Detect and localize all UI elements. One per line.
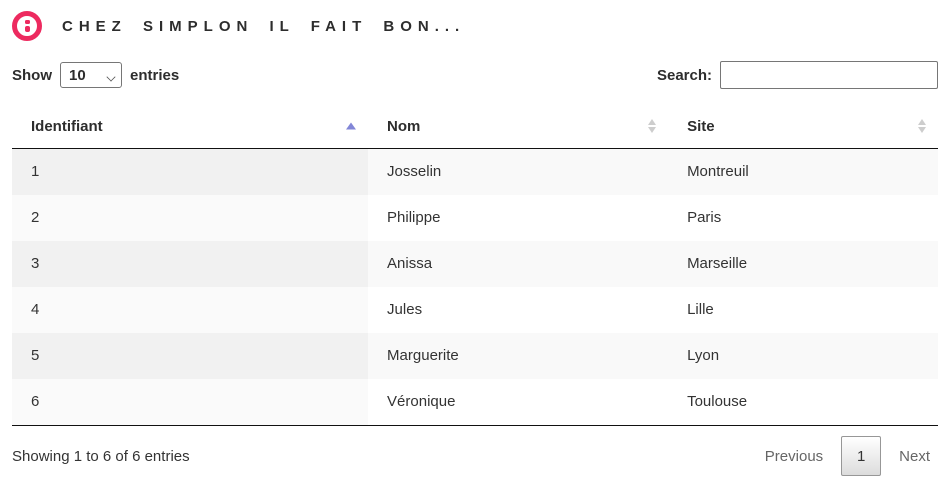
length-select-wrap: 10: [60, 62, 122, 88]
previous-page-button[interactable]: Previous: [757, 438, 831, 475]
table-cell-nom: Marguerite: [387, 347, 459, 364]
entries-label: entries: [130, 66, 180, 84]
next-page-button[interactable]: Next: [891, 438, 938, 475]
table-row: 4 Jules Lille: [12, 287, 938, 333]
column-header-site[interactable]: Site: [668, 104, 938, 149]
entries-per-page-select[interactable]: 10: [60, 62, 122, 88]
pagination: Previous 1 Next: [757, 436, 938, 476]
page-length-control: Show 10 entries: [12, 62, 179, 88]
page-title: Chez Simplon il fait bon...: [62, 17, 466, 35]
table-cell-identifiant: 6: [12, 379, 369, 426]
sort-both-icon: [918, 119, 926, 133]
table-cell-identifiant: 2: [12, 195, 369, 241]
table-row: 1 Josselin Montreuil: [12, 148, 938, 195]
table-cell-identifiant: 5: [12, 333, 369, 379]
table-info: Showing 1 to 6 of 6 entries: [12, 447, 190, 465]
table-cell-nom: Véronique: [368, 379, 669, 426]
table-cell-site: Paris: [687, 209, 722, 226]
logo-dot-top: [24, 20, 30, 24]
show-label: Show: [12, 66, 52, 84]
page-number-button[interactable]: 1: [841, 436, 882, 476]
search-input[interactable]: [720, 61, 938, 89]
column-header-label: Site: [687, 118, 715, 135]
data-table: Identifiant Nom Site: [12, 104, 938, 426]
table-row: 6 Véronique Toulouse: [12, 379, 938, 426]
table-header: Identifiant Nom Site: [12, 104, 938, 149]
table-cell-site: Montreuil: [687, 163, 749, 180]
column-header-identifiant[interactable]: Identifiant: [12, 104, 369, 149]
table-cell-site: Lille: [687, 301, 714, 318]
table-body: 1 Josselin Montreuil 2 Philippe Paris 3 Anissa M…: [12, 148, 938, 426]
table-row: 5 Marguerite Lyon: [12, 333, 938, 379]
table-cell-site: Lyon: [687, 347, 720, 364]
table-cell-nom: Philippe: [387, 209, 441, 226]
sort-asc-icon: [346, 122, 357, 130]
table-cell-identifiant: 1: [12, 148, 369, 195]
page-banner: Chez Simplon il fait bon...: [12, 8, 938, 44]
search-label: Search:: [656, 66, 712, 84]
table-cell-identifiant: 3: [12, 241, 369, 287]
table-row: 2 Philippe Paris: [12, 195, 938, 241]
simplon-logo-icon: [12, 11, 42, 41]
column-header-label: Identifiant: [31, 118, 103, 135]
table-row: 3 Anissa Marseille: [12, 241, 938, 287]
sort-both-icon: [648, 119, 657, 133]
table-cell-site: Toulouse: [668, 379, 938, 426]
table-cell-identifiant: 4: [12, 287, 369, 333]
table-cell-nom: Anissa: [387, 255, 433, 272]
table-controls: Show 10 entries Search:: [12, 60, 938, 90]
table-footer: Showing 1 to 6 of 6 entries Previous 1 N…: [12, 436, 938, 476]
column-header-label: Nom: [387, 118, 421, 135]
table-cell-nom: Josselin: [387, 163, 442, 180]
table-cell-nom: Jules: [387, 301, 423, 318]
search-control: Search:: [657, 61, 938, 89]
table-cell-site: Marseille: [687, 255, 748, 272]
logo-dot-bottom: [24, 26, 30, 32]
column-header-nom[interactable]: Nom: [368, 104, 669, 149]
